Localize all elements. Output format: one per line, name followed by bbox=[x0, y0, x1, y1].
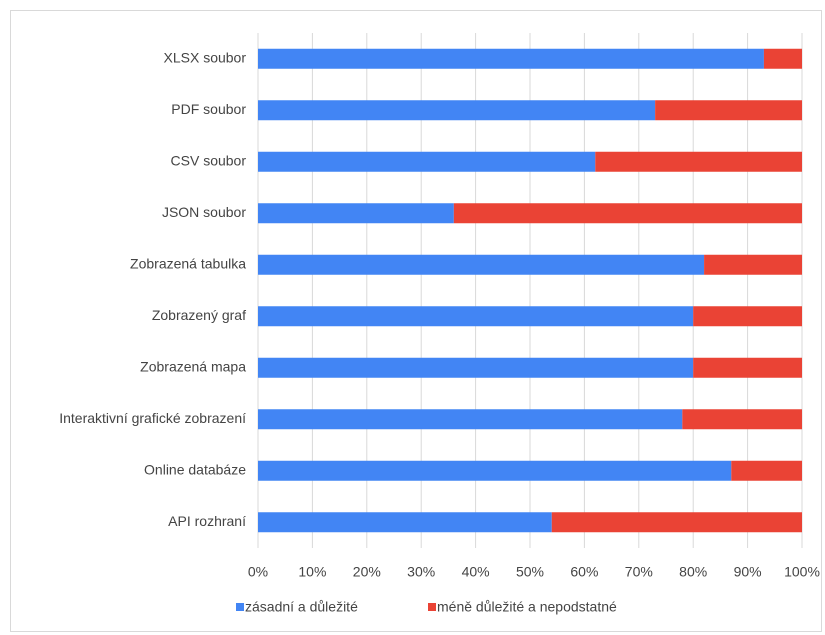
bar-segment bbox=[258, 254, 705, 275]
bar-segment bbox=[682, 409, 802, 430]
x-tick-label: 0% bbox=[248, 564, 268, 580]
y-tick-label: Zobrazený graf bbox=[152, 307, 246, 323]
y-tick-label: Zobrazená mapa bbox=[140, 358, 246, 374]
x-tick-label: 50% bbox=[516, 564, 544, 580]
x-tick-label: 80% bbox=[679, 564, 707, 580]
x-tick-label: 70% bbox=[625, 564, 653, 580]
bar-segment bbox=[551, 512, 802, 533]
bar-segment bbox=[704, 254, 802, 275]
bar-segment bbox=[258, 306, 694, 327]
legend-label: méně důležité a nepodstatné bbox=[437, 599, 617, 615]
bar-segment bbox=[453, 203, 802, 224]
bar-segment bbox=[693, 306, 802, 327]
y-tick-label: Interaktivní grafické zobrazení bbox=[59, 410, 246, 426]
y-tick-label: API rozhraní bbox=[168, 513, 246, 529]
x-tick-label: 30% bbox=[407, 564, 435, 580]
bar-segment bbox=[258, 203, 454, 224]
bar-segment bbox=[258, 460, 732, 481]
y-tick-label: Online databáze bbox=[144, 461, 246, 477]
x-tick-label: 40% bbox=[462, 564, 490, 580]
bar-segment bbox=[763, 48, 802, 69]
y-tick-label: CSV soubor bbox=[171, 152, 247, 168]
bar-segment bbox=[595, 151, 802, 172]
bar-segment bbox=[655, 100, 802, 121]
bar-segment bbox=[258, 151, 596, 172]
bar-segment bbox=[258, 48, 764, 69]
legend-label: zásadní a důležité bbox=[245, 599, 358, 615]
y-tick-label: Zobrazená tabulka bbox=[130, 255, 246, 271]
x-tick-label: 10% bbox=[298, 564, 326, 580]
legend-swatch bbox=[236, 603, 244, 611]
bar-segment bbox=[693, 357, 802, 378]
x-tick-label: 90% bbox=[734, 564, 762, 580]
x-tick-label: 60% bbox=[570, 564, 598, 580]
y-tick-label: XLSX soubor bbox=[164, 49, 247, 65]
bar-segment bbox=[258, 100, 656, 121]
y-tick-label: PDF soubor bbox=[171, 101, 246, 117]
bar-segment bbox=[731, 460, 802, 481]
bar-segment bbox=[258, 512, 552, 533]
x-tick-label: 20% bbox=[353, 564, 381, 580]
legend-swatch bbox=[428, 603, 436, 611]
x-tick-label: 100% bbox=[784, 564, 820, 580]
y-tick-label: JSON soubor bbox=[162, 204, 246, 220]
bar-segment bbox=[258, 409, 683, 430]
bar-segment bbox=[258, 357, 694, 378]
